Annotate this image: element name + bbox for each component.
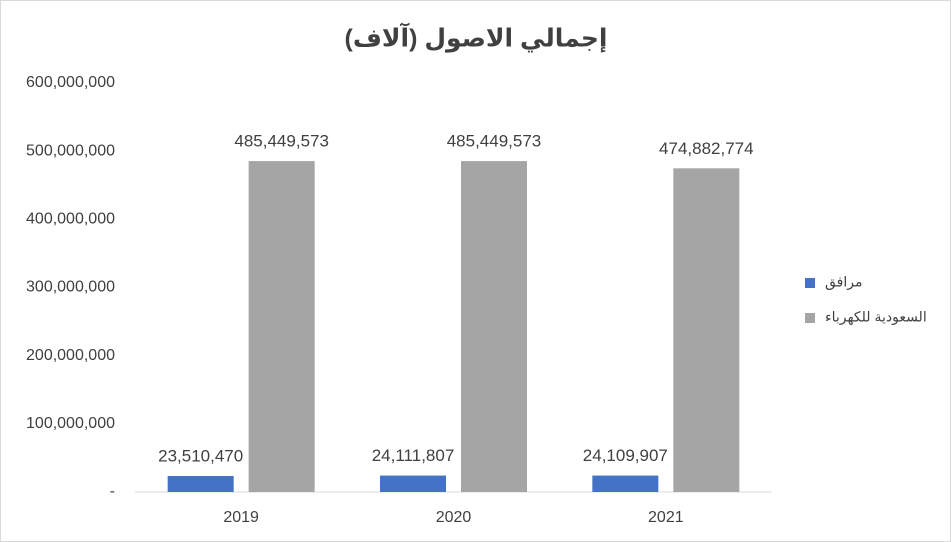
bar <box>380 475 446 492</box>
bar <box>461 161 527 492</box>
legend-swatch <box>805 278 815 288</box>
x-tick-label: 2020 <box>436 509 472 526</box>
y-tick-label: 200,000,000 <box>26 347 115 364</box>
x-tick-label: 2019 <box>223 509 259 526</box>
legend-swatch <box>805 313 815 323</box>
x-tick-label: 2021 <box>648 509 684 526</box>
bar <box>673 168 740 492</box>
y-tick-label: 300,000,000 <box>26 279 115 296</box>
y-tick-label: 500,000,000 <box>26 142 115 159</box>
data-label: 24,111,807 <box>372 446 455 465</box>
bar <box>167 475 234 492</box>
y-tick-label: - <box>110 483 115 500</box>
y-tick-label: 600,000,000 <box>26 74 115 91</box>
bar <box>248 161 315 492</box>
legend-label: السعودية للكهرباء <box>825 309 927 326</box>
data-label: 23,510,470 <box>158 446 243 465</box>
legend-label: مرافق <box>825 274 862 291</box>
data-label: 485,449,573 <box>234 132 329 151</box>
y-tick-label: 100,000,000 <box>26 415 115 432</box>
y-tick-label: 400,000,000 <box>26 211 115 228</box>
data-label: 474,882,774 <box>659 139 754 158</box>
data-label: 485,449,573 <box>447 132 542 151</box>
chart-title: إجمالي الاصول (آلاف) <box>345 23 608 54</box>
data-label: 24,109,907 <box>583 446 668 465</box>
bar <box>592 475 659 492</box>
